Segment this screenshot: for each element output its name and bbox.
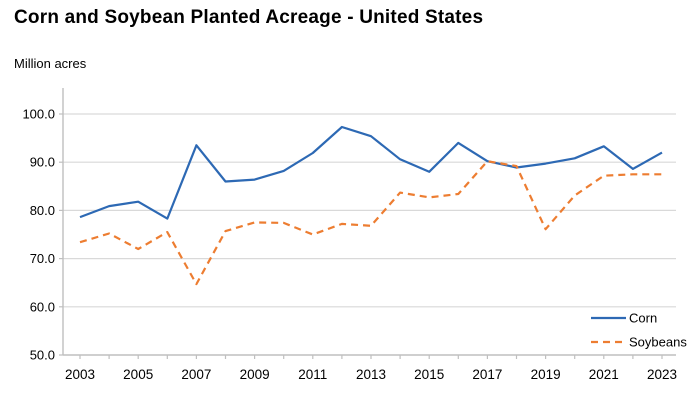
x-axis-tick-label: 2021 <box>589 367 619 382</box>
series-line-corn <box>79 125 663 220</box>
series-line-soybeans <box>79 160 662 286</box>
x-axis-tick-label: 2007 <box>181 367 211 382</box>
legend-label-corn: Corn <box>629 311 657 326</box>
legend-label-soybeans: Soybeans <box>629 335 687 350</box>
y-axis-tick-label: 90.0 <box>30 155 55 170</box>
x-axis-tick-label: 2017 <box>472 367 502 382</box>
y-axis-tick-label: 60.0 <box>30 299 55 314</box>
x-axis-tick-label: 2015 <box>414 367 444 382</box>
chart-title: Corn and Soybean Planted Acreage - Unite… <box>14 7 484 28</box>
x-axis-tick-label: 2019 <box>531 367 561 382</box>
y-axis-unit-label: Million acres <box>14 56 87 71</box>
x-axis-tick-label: 2013 <box>356 367 386 382</box>
x-axis-tick-label: 2011 <box>298 367 327 382</box>
x-axis-tick-label: 2023 <box>647 367 677 382</box>
x-axis-tick-label: 2005 <box>123 367 153 382</box>
y-axis-tick-label: 100.0 <box>22 107 55 122</box>
x-axis-tick-label: 2009 <box>240 367 270 382</box>
y-axis-tick-label: 50.0 <box>30 348 55 363</box>
y-axis-tick-label: 80.0 <box>30 203 55 218</box>
y-axis-tick-label: 70.0 <box>30 251 55 266</box>
x-axis-tick-label: 2003 <box>65 367 95 382</box>
